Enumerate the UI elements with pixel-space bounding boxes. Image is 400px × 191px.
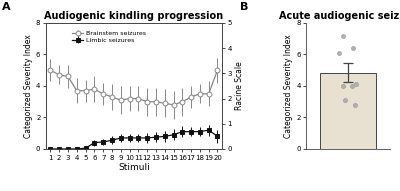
Point [350, 47, 356, 50]
Text: B: B [240, 2, 248, 12]
Point [340, 34, 347, 37]
Title: Acute audiogenic seizure: Acute audiogenic seizure [279, 11, 400, 21]
Bar [320, 73, 376, 149]
Point [349, 84, 355, 87]
Point [342, 99, 348, 102]
Y-axis label: Categorized Severity Index: Categorized Severity Index [24, 34, 33, 138]
Y-axis label: Categorized Severity Index: Categorized Severity Index [284, 34, 294, 138]
Legend: Brainstem seizures, Limbic seizures: Brainstem seizures, Limbic seizures [70, 29, 148, 45]
Y-axis label: Racine Scale: Racine Scale [235, 62, 244, 110]
Text: A: A [2, 2, 11, 12]
Point [352, 83, 359, 86]
Point [339, 84, 346, 87]
X-axis label: Stimuli: Stimuli [118, 163, 150, 172]
Title: Audiogenic kindling progression: Audiogenic kindling progression [44, 11, 224, 21]
Point [336, 51, 342, 54]
Point [352, 103, 358, 106]
